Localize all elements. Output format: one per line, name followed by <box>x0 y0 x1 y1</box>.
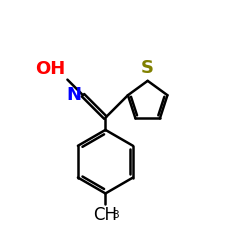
Text: N: N <box>66 86 81 104</box>
Text: $_3$: $_3$ <box>112 206 120 221</box>
Text: CH: CH <box>94 206 118 224</box>
Text: OH: OH <box>35 60 65 78</box>
Text: S: S <box>141 59 154 77</box>
